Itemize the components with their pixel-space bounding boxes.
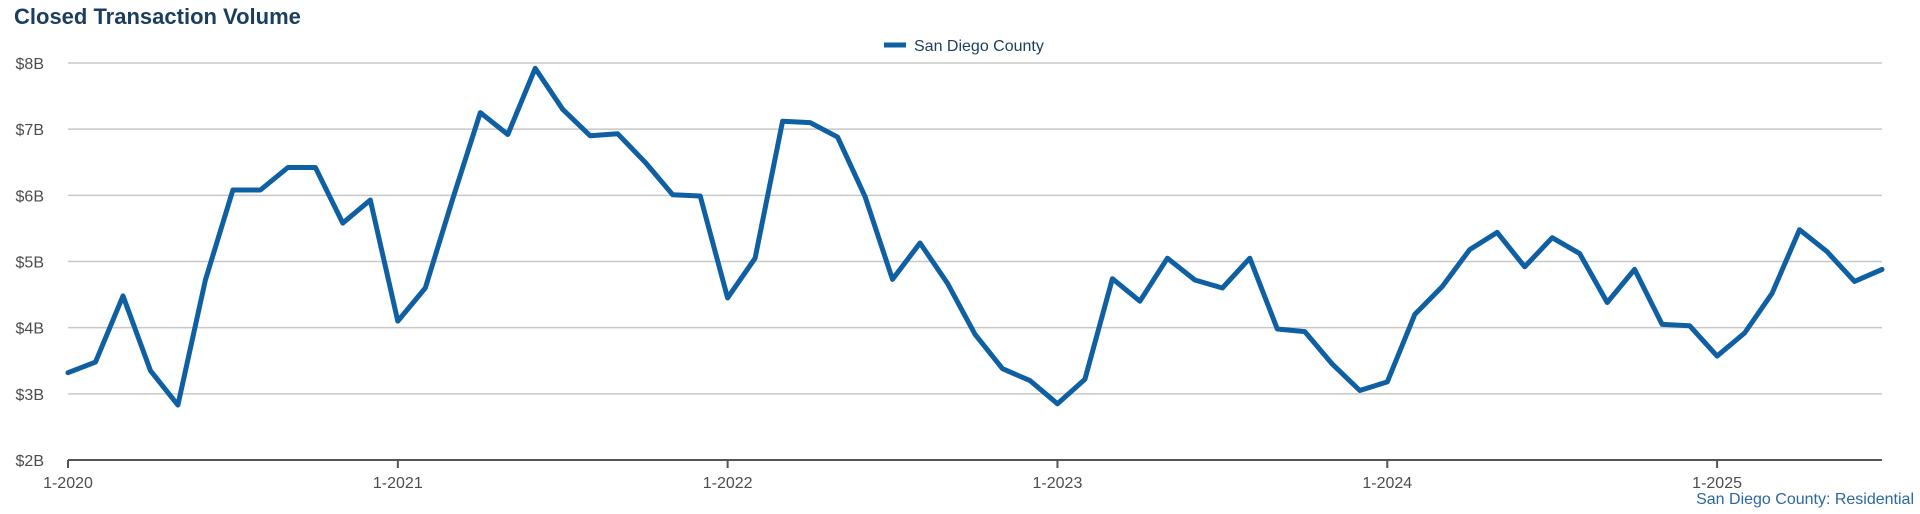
data-point[interactable]	[694, 190, 706, 202]
data-point[interactable]	[1849, 275, 1861, 287]
data-point[interactable]	[392, 315, 404, 327]
x-axis-tick-labels: 1-2020 1-2021 1-2022 1-2023 1-2024 1-2025	[43, 475, 1742, 492]
data-point[interactable]	[117, 290, 129, 302]
data-point[interactable]	[254, 184, 266, 196]
data-point[interactable]	[722, 292, 734, 304]
x-tick-label: 1-2022	[703, 475, 753, 492]
data-point[interactable]	[199, 274, 211, 286]
data-point[interactable]	[612, 128, 624, 140]
data-point[interactable]	[1271, 323, 1283, 335]
data-point[interactable]	[832, 131, 844, 143]
data-point[interactable]	[1024, 375, 1036, 387]
data-point[interactable]	[309, 162, 321, 174]
data-point[interactable]	[1216, 282, 1228, 294]
data-point[interactable]	[90, 356, 102, 368]
data-point[interactable]	[1601, 297, 1613, 309]
footer-label: San Diego County: Residential	[1696, 491, 1914, 508]
data-point[interactable]	[1354, 385, 1366, 397]
data-point[interactable]	[227, 184, 239, 196]
y-tick-label: $2B	[16, 453, 44, 470]
data-point[interactable]	[942, 277, 954, 289]
data-point[interactable]	[172, 399, 184, 411]
chart-title: Closed Transaction Volume	[14, 4, 301, 29]
data-point[interactable]	[1711, 350, 1723, 362]
data-point[interactable]	[914, 237, 926, 249]
data-point[interactable]	[529, 62, 541, 74]
x-tick-label: 1-2023	[1033, 475, 1083, 492]
data-point[interactable]	[1629, 263, 1641, 275]
data-point[interactable]	[1821, 246, 1833, 258]
data-point[interactable]	[1052, 398, 1064, 410]
data-point[interactable]	[1189, 274, 1201, 286]
data-point[interactable]	[1244, 252, 1256, 264]
data-point[interactable]	[1299, 326, 1311, 338]
data-point[interactable]	[1574, 248, 1586, 260]
data-point[interactable]	[749, 252, 761, 264]
data-point[interactable]	[584, 130, 596, 142]
series-layer	[62, 62, 1888, 411]
data-point[interactable]	[1546, 232, 1558, 244]
data-point[interactable]	[777, 115, 789, 127]
y-axis-tick-labels: $2B $3B $4B $5B $6B $7B $8B	[16, 56, 44, 470]
data-point[interactable]	[639, 156, 651, 168]
data-point[interactable]	[1794, 224, 1806, 236]
data-point[interactable]	[1326, 358, 1338, 370]
data-point[interactable]	[804, 117, 816, 129]
series-line-0	[65, 65, 1885, 408]
legend: San Diego County	[884, 38, 1044, 55]
data-point[interactable]	[364, 194, 376, 206]
data-point[interactable]	[474, 107, 486, 119]
data-point[interactable]	[1519, 261, 1531, 273]
gridlines	[68, 62, 1882, 395]
axes	[67, 459, 1882, 468]
y-tick-label: $6B	[16, 188, 44, 205]
data-point[interactable]	[282, 162, 294, 174]
data-point[interactable]	[502, 129, 514, 141]
data-point[interactable]	[1464, 244, 1476, 256]
x-tick-label: 1-2024	[1362, 475, 1412, 492]
data-point[interactable]	[1739, 327, 1751, 339]
x-tick-label: 1-2025	[1692, 475, 1742, 492]
data-point[interactable]	[145, 365, 157, 377]
data-point[interactable]	[557, 103, 569, 115]
data-point[interactable]	[667, 189, 679, 201]
y-tick-label: $3B	[16, 387, 44, 404]
y-tick-label: $8B	[16, 56, 44, 73]
data-point[interactable]	[1491, 226, 1503, 238]
legend-label[interactable]: San Diego County	[914, 38, 1044, 55]
data-point[interactable]	[1876, 263, 1888, 275]
data-point[interactable]	[419, 282, 431, 294]
data-point[interactable]	[859, 191, 871, 203]
x-tick-label: 1-2020	[43, 475, 93, 492]
y-tick-label: $5B	[16, 255, 44, 272]
data-point[interactable]	[1079, 373, 1091, 385]
data-point[interactable]	[1106, 273, 1118, 285]
x-tick-label: 1-2021	[373, 475, 423, 492]
data-point[interactable]	[62, 367, 74, 379]
data-point[interactable]	[1436, 281, 1448, 293]
data-point[interactable]	[1684, 320, 1696, 332]
data-point[interactable]	[1409, 308, 1421, 320]
data-point[interactable]	[1134, 295, 1146, 307]
data-point[interactable]	[1161, 252, 1173, 264]
y-tick-label: $7B	[16, 122, 44, 139]
data-point[interactable]	[447, 193, 459, 205]
y-tick-label: $4B	[16, 321, 44, 338]
data-point[interactable]	[997, 363, 1009, 375]
data-point[interactable]	[1766, 287, 1778, 299]
data-point[interactable]	[887, 273, 899, 285]
data-point[interactable]	[969, 328, 981, 340]
data-point[interactable]	[337, 217, 349, 229]
data-point[interactable]	[1381, 376, 1393, 388]
data-point[interactable]	[1656, 318, 1668, 330]
